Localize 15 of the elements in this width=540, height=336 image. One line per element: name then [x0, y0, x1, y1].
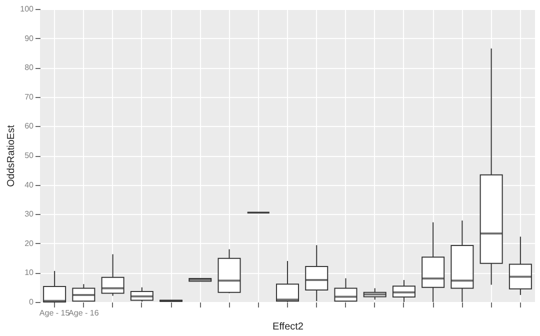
x-axis-title: Effect2 [272, 322, 304, 332]
y-tick-label: 70 [24, 92, 34, 102]
x-tick-label: Age - 15 [39, 308, 70, 318]
y-tick-label: 60 [24, 122, 34, 131]
y-tick-label: 100 [20, 4, 34, 14]
y-tick-label: 0 [29, 298, 34, 306]
y-tick-label: 80 [24, 63, 34, 72]
y-tick-label: 50 [24, 151, 34, 160]
y-tick-label: 10 [24, 268, 34, 278]
y-tick-label: 30 [24, 210, 34, 219]
x-tick-label: Age - 16 [68, 308, 100, 318]
y-tick-label: 20 [24, 238, 34, 248]
y-tick-label: 40 [24, 180, 34, 190]
y-axis-title: OddsRatioEst [6, 124, 18, 187]
y-tick-label: 90 [24, 34, 34, 43]
